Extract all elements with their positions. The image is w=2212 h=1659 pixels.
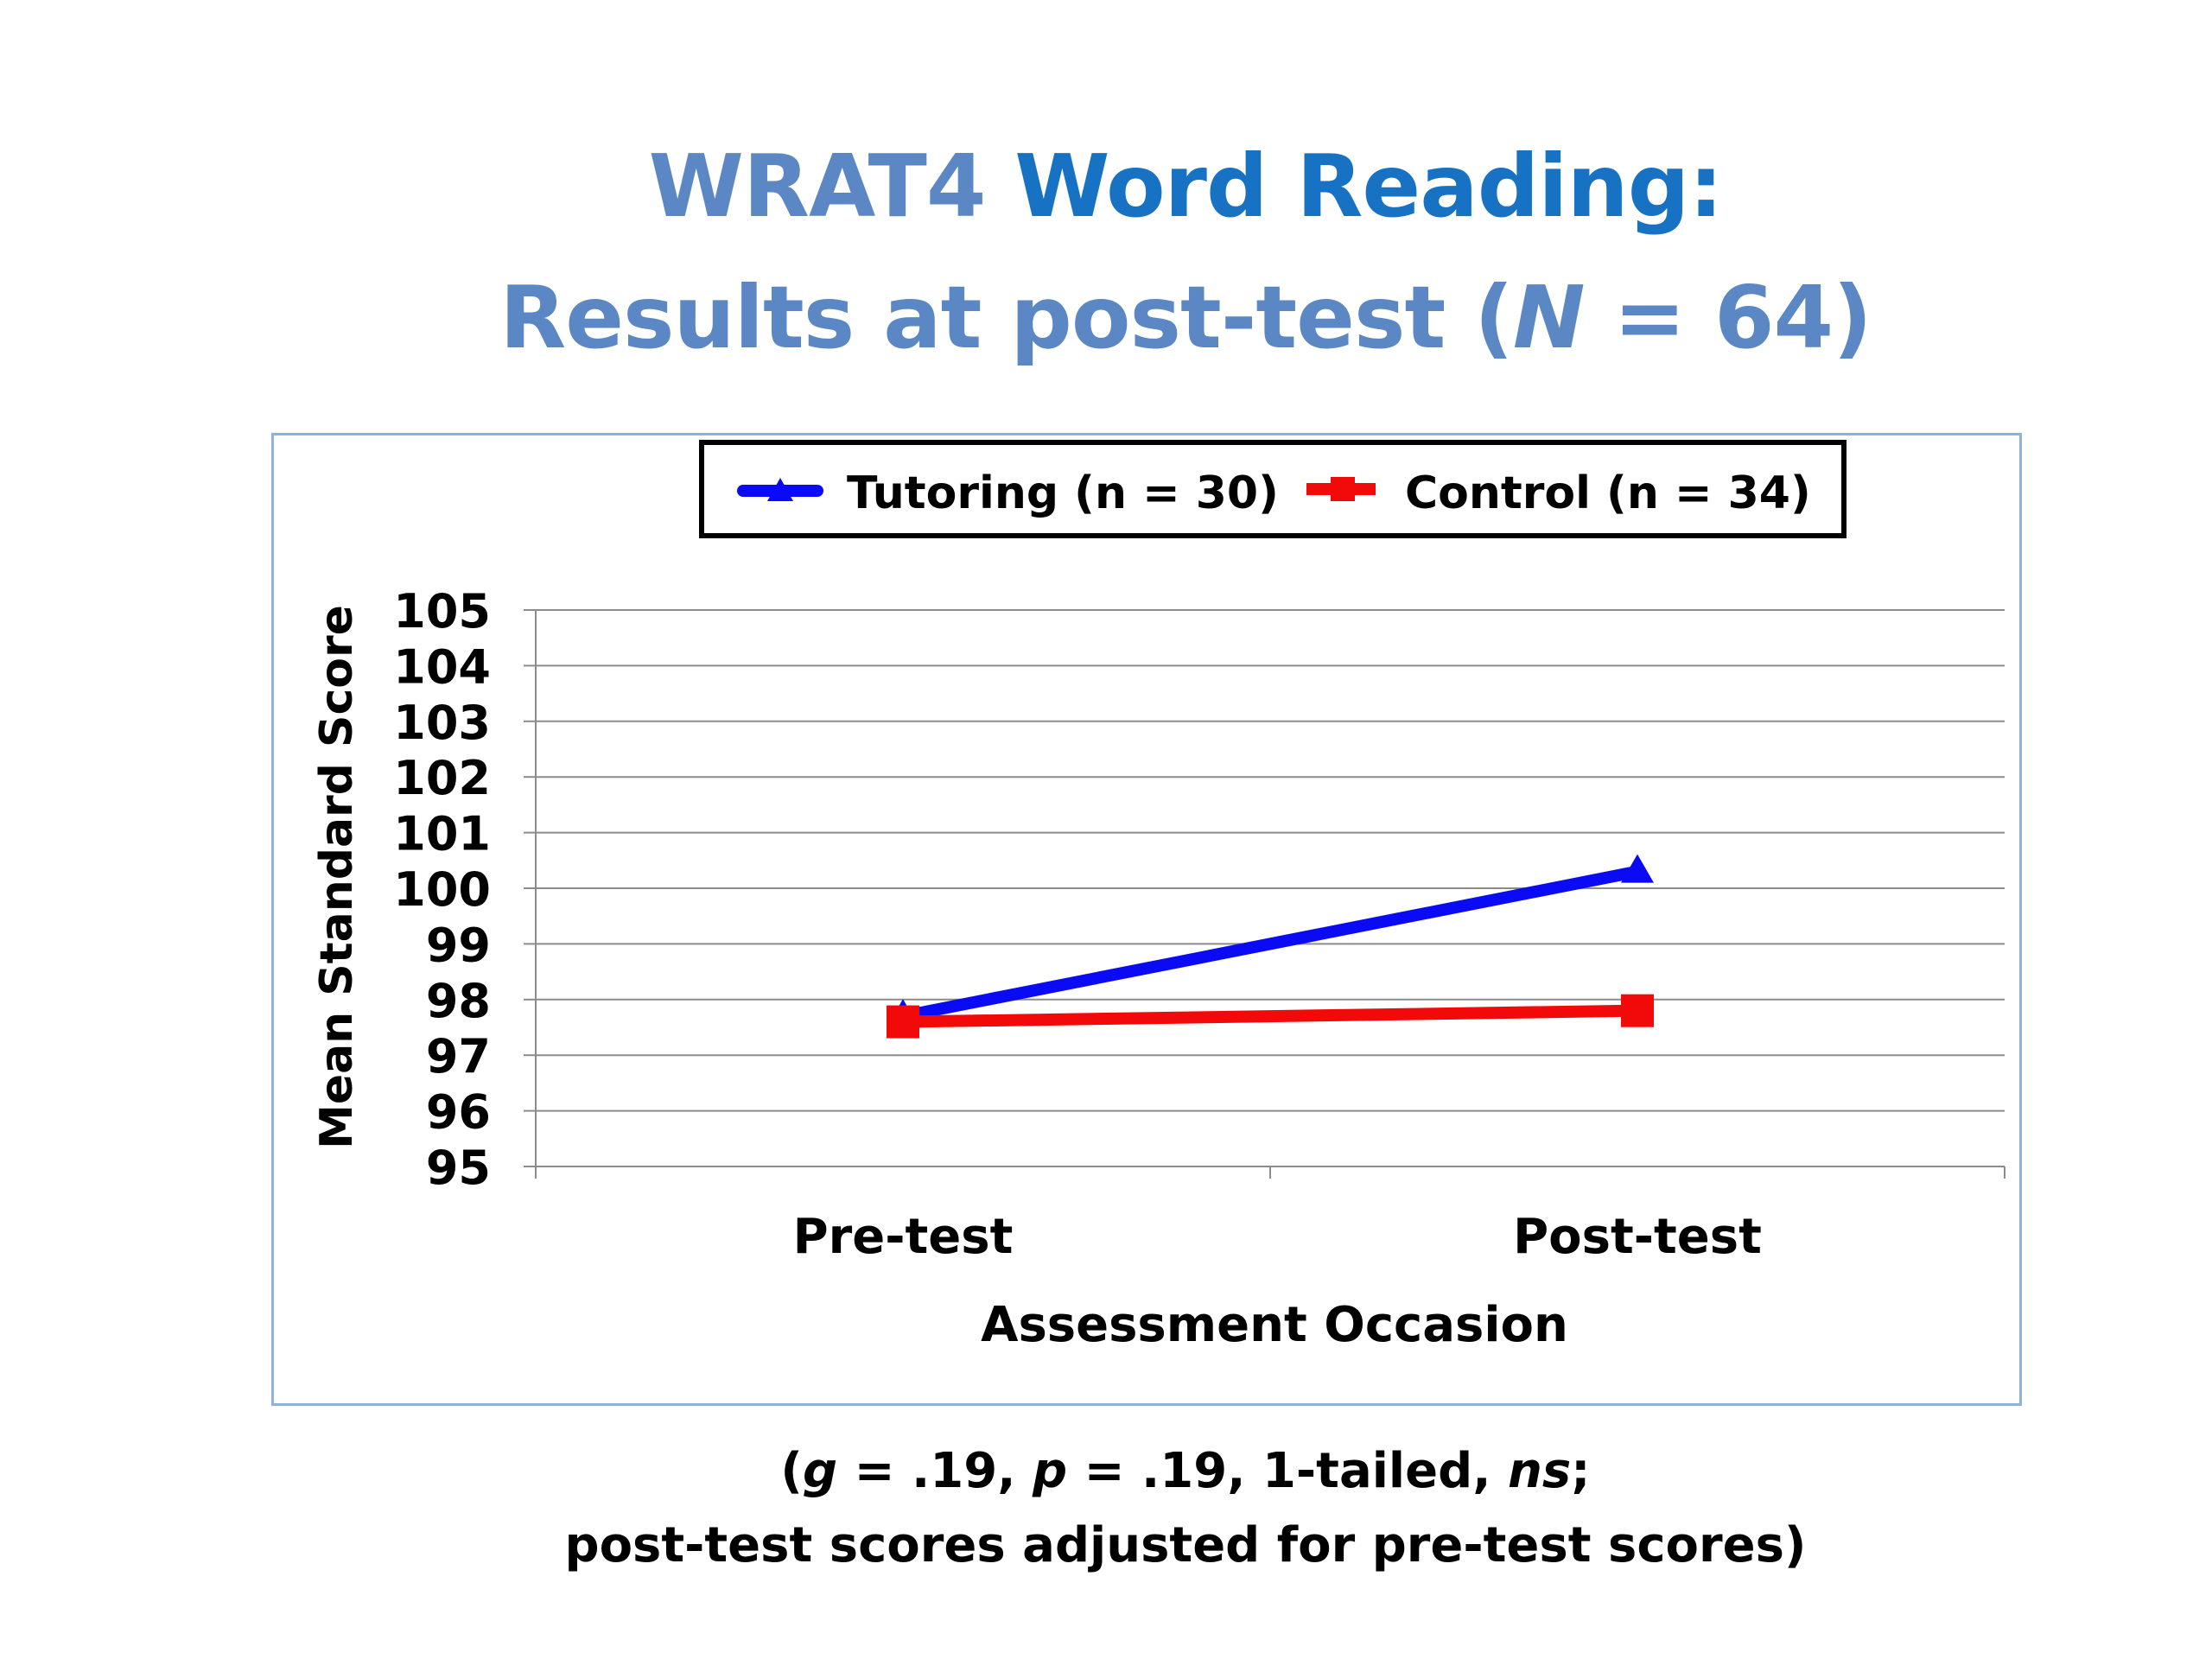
y-tick-label: 96 bbox=[426, 1085, 491, 1140]
data-point-square bbox=[1621, 994, 1654, 1027]
y-tick-label: 104 bbox=[393, 639, 491, 694]
note-open-paren: ( bbox=[780, 1443, 803, 1499]
gridlines bbox=[536, 609, 2005, 1112]
title-line-2: Results at post-test (N = 64) bbox=[0, 252, 2212, 384]
note-line-2: post-test scores adjusted for pre-test s… bbox=[564, 1517, 1807, 1573]
y-tick-label: 103 bbox=[393, 696, 491, 750]
title-n-symbol: N bbox=[1512, 267, 1586, 368]
title-line-1: WRAT4 Word Reading: bbox=[0, 121, 2212, 252]
note-g-symbol: g bbox=[803, 1443, 838, 1499]
axes bbox=[524, 609, 2005, 1179]
title-results: Results at post-test ( bbox=[499, 267, 1514, 368]
series-line-1 bbox=[902, 1004, 1638, 1028]
x-tick-label: Pre-test bbox=[793, 1209, 1014, 1265]
note-g-value: = .19, bbox=[837, 1443, 1033, 1499]
note-p-value: = .19, 1-tailed, bbox=[1067, 1443, 1508, 1499]
y-tick-label: 95 bbox=[426, 1141, 491, 1195]
y-tick-label: 101 bbox=[393, 807, 491, 861]
chart-frame bbox=[271, 433, 2022, 1406]
statistics-note: (g = .19, p = .19, 1-tailed, ns; post-te… bbox=[0, 1434, 2212, 1583]
note-semicolon: ; bbox=[1571, 1443, 1591, 1499]
title-word-reading: Word Reading: bbox=[1014, 136, 1723, 237]
series-line-0 bbox=[901, 865, 1639, 1022]
legend-tutoring-label: Tutoring (n = 30) bbox=[847, 467, 1279, 519]
y-tick-label: 102 bbox=[393, 751, 491, 805]
y-tick-label: 99 bbox=[426, 918, 491, 972]
y-tick-label: 97 bbox=[426, 1029, 491, 1084]
y-axis-label: Mean Standard Score bbox=[311, 605, 363, 1149]
legend: Tutoring (n = 30) Control (n = 34) bbox=[699, 440, 1847, 538]
legend-tutoring-triangle-icon bbox=[767, 478, 793, 501]
legend-control-label: Control (n = 34) bbox=[1405, 467, 1811, 519]
note-ns: ns bbox=[1507, 1443, 1572, 1499]
x-tick-labels: Pre-test Post-test bbox=[793, 1209, 1762, 1265]
title-wrat4: WRAT4 bbox=[648, 136, 987, 237]
note-line-1: (g = .19, p = .19, 1-tailed, ns; bbox=[0, 1434, 2212, 1509]
slide-title: WRAT4 Word Reading: Results at post-test… bbox=[0, 121, 2212, 384]
y-tick-label: 105 bbox=[393, 584, 491, 639]
note-p-symbol: p bbox=[1032, 1443, 1068, 1499]
legend-box bbox=[699, 440, 1847, 538]
x-axis-label: Assessment Occasion bbox=[981, 1297, 1568, 1353]
y-tick-label: 98 bbox=[426, 974, 491, 1028]
data-point-triangle bbox=[1621, 854, 1654, 883]
title-n-value: = 64) bbox=[1584, 267, 1872, 368]
x-tick-label: Post-test bbox=[1513, 1209, 1762, 1265]
legend-control-square-icon bbox=[1331, 477, 1355, 501]
y-tick-label: 100 bbox=[393, 862, 491, 917]
data-series bbox=[887, 854, 1654, 1039]
data-point-square bbox=[887, 1005, 919, 1039]
